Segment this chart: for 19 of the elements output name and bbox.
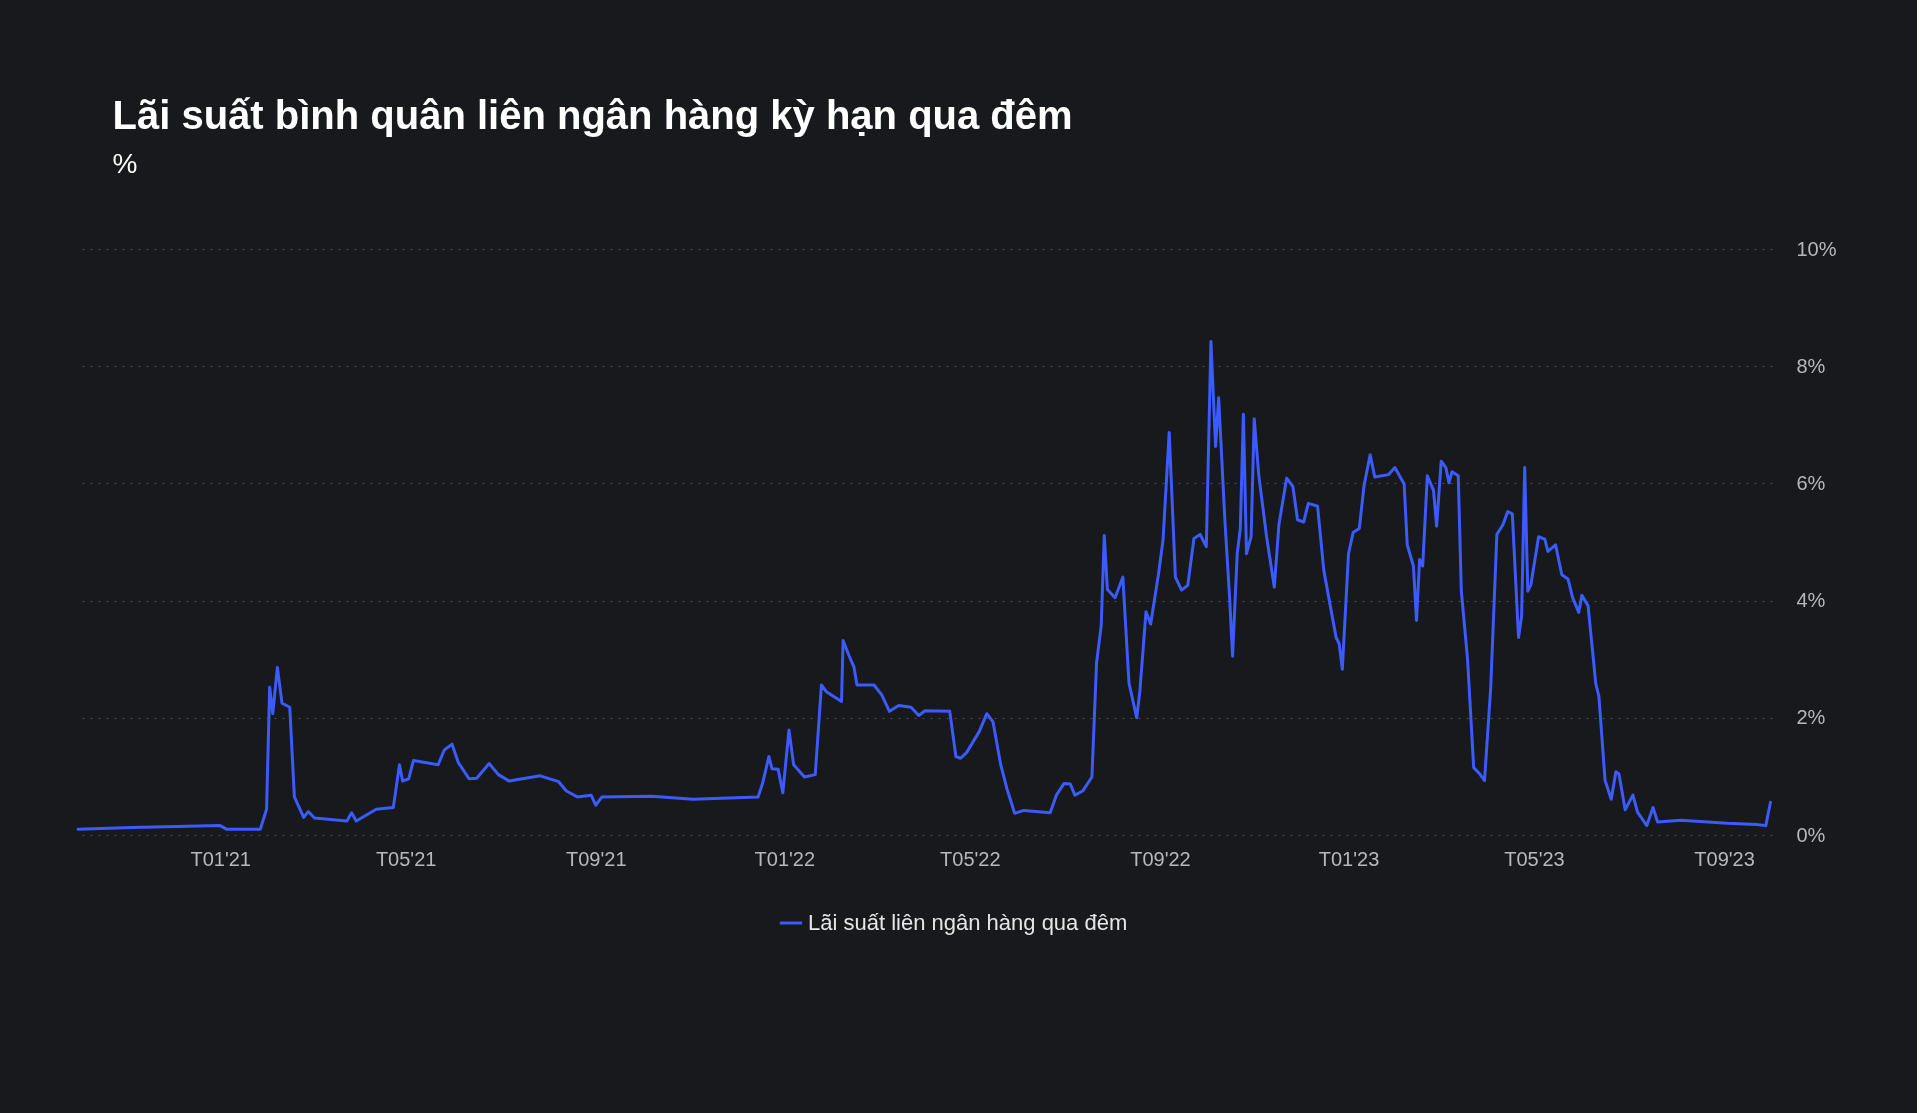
y-tick-label: 4% (1796, 589, 1826, 612)
x-tick-label: T09'22 (1130, 847, 1191, 870)
y-tick-label: 0% (1796, 823, 1826, 846)
x-tick-label: T01'22 (754, 847, 816, 870)
x-tick-label: T05'23 (1504, 847, 1565, 870)
y-tick-label: 10% (1796, 237, 1837, 260)
x-tick-label: T01'23 (1318, 847, 1380, 870)
y-tick-label: 8% (1796, 354, 1826, 377)
legend-label: Lãi suất liên ngân hàng qua đêm (808, 910, 1128, 935)
y-tick-label: 2% (1796, 706, 1826, 729)
chart-subtitle: % (112, 148, 138, 179)
x-tick-label: T05'21 (375, 847, 437, 870)
x-tick-label: T09'23 (1694, 847, 1755, 870)
y-tick-label: 6% (1796, 471, 1826, 494)
chart-title: Lãi suất bình quân liên ngân hàng kỳ hạn qua đêm (112, 93, 1073, 137)
x-tick-label: T01'21 (190, 847, 251, 870)
x-tick-label: T05'22 (940, 847, 1001, 870)
line-series (76, 340, 1772, 831)
x-tick-label: T09'21 (566, 847, 627, 870)
